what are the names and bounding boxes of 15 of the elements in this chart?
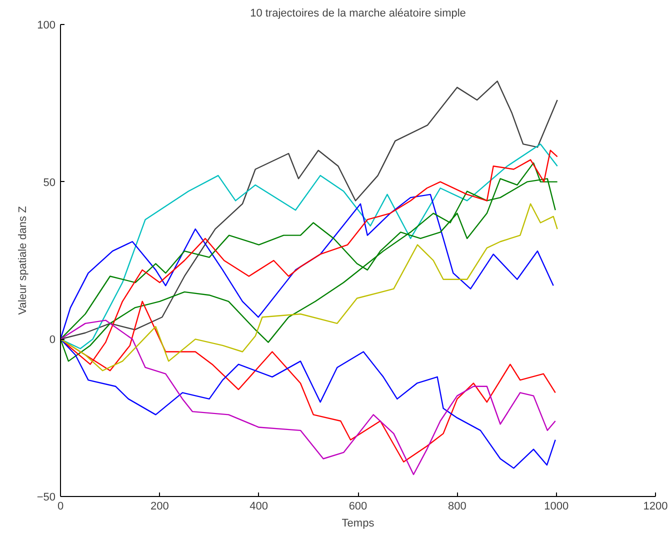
x-tick-label: 1200 xyxy=(643,500,668,512)
x-tick-label: 200 xyxy=(150,500,169,512)
x-tick-label: 400 xyxy=(250,500,268,512)
x-tick-label: 800 xyxy=(448,500,466,512)
x-tick-label: 600 xyxy=(348,500,368,512)
y-tick-label: −50 xyxy=(36,492,56,504)
line-series xyxy=(60,203,558,372)
y-tick-label: 0 xyxy=(49,334,56,346)
y-tick-label: 100 xyxy=(37,20,56,32)
x-axis-title: Temps xyxy=(342,518,375,530)
chart-title: 10 trajectoires de la marche aléatoire simple xyxy=(250,8,466,20)
x-tick-label: 1000 xyxy=(544,500,569,512)
x-tick-label: 0 xyxy=(57,500,64,512)
y-tick-label: 50 xyxy=(43,176,56,189)
y-axis-title: Valeur spatiale dans Z xyxy=(16,206,29,315)
